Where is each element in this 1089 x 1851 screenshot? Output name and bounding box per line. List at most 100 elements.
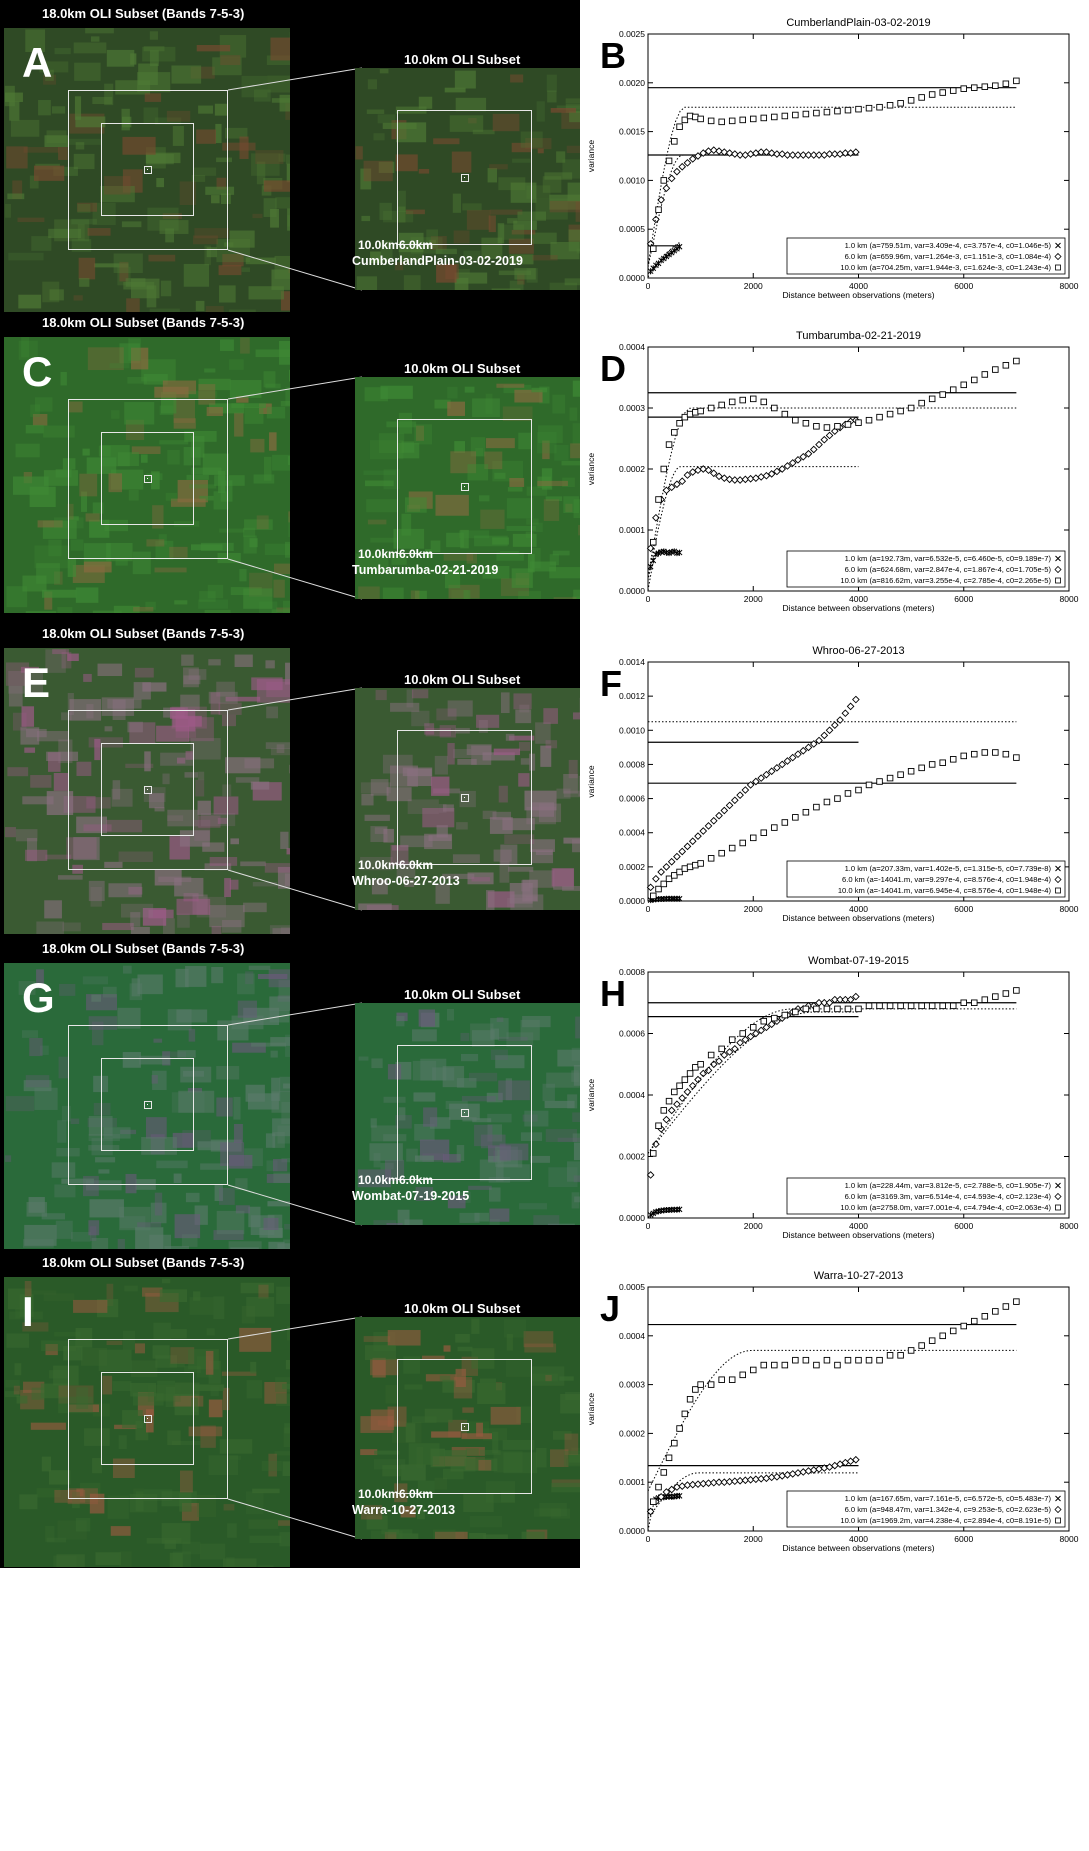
x-tick-label: 8000 [1060, 594, 1079, 604]
y-tick-label: 0.0005 [619, 224, 645, 234]
y-tick-label: 0.0004 [619, 828, 645, 838]
data-point-diamond [773, 764, 781, 772]
subset-box-6km [397, 110, 532, 245]
data-point-diamond [688, 1081, 697, 1090]
data-point-square [844, 106, 852, 114]
data-point-diamond [673, 1100, 681, 1109]
subset-texture [355, 68, 580, 290]
data-point-diamond [815, 736, 823, 745]
data-point-square [823, 798, 831, 806]
data-point-square [981, 83, 989, 90]
x-tick-label: 0 [646, 904, 651, 914]
data-point-square [665, 1454, 673, 1462]
data-point-square [1002, 362, 1010, 369]
data-point-square [686, 112, 694, 120]
y-axis-label: variance [586, 765, 596, 797]
data-point-square [971, 84, 978, 91]
data-point-square [692, 861, 699, 869]
x-tick-label: 2000 [744, 594, 763, 604]
data-point-square [918, 1342, 925, 1349]
data-point-square [939, 391, 946, 398]
model-fit-line [647, 106, 1017, 267]
data-point-square [1002, 1303, 1010, 1310]
data-point-square [792, 1008, 799, 1016]
data-point-square [865, 1002, 873, 1010]
data-point-diamond [794, 151, 802, 159]
data-point-square [865, 1356, 873, 1364]
data-point-square [834, 1005, 841, 1013]
data-point-diamond [804, 743, 813, 752]
data-point-diamond [836, 150, 844, 158]
data-point-square [697, 115, 704, 123]
data-point-diamond [852, 1455, 860, 1464]
box-10km [68, 710, 228, 870]
data-point-diamond [699, 465, 708, 473]
data-point-diamond [715, 472, 723, 481]
box-6km [101, 123, 194, 216]
data-point-square [707, 404, 715, 412]
data-point-square [739, 839, 746, 847]
data-point-square [855, 1356, 862, 1364]
data-point-diamond [836, 716, 844, 724]
x-tick-label: 8000 [1060, 1221, 1079, 1231]
data-point-square [844, 790, 852, 797]
legend-marker-diamond [1054, 1192, 1062, 1201]
subset-header: 18.0km OLI Subset (Bands 7-5-3) [42, 941, 245, 956]
data-point-diamond [688, 837, 697, 846]
subset-texture [357, 1008, 580, 1225]
data-point-square [813, 1005, 820, 1013]
legend-marker-diamond [1054, 565, 1062, 574]
data-point-square [949, 756, 957, 763]
data-point-square [739, 116, 746, 124]
legend-entry: 1.0 km (a=207.33m, var=1.402e-5, c=1.315… [845, 864, 1052, 873]
satellite-texture [4, 965, 290, 1249]
satellite-texture [6, 337, 290, 613]
data-point-square [681, 1076, 689, 1083]
data-point-square [802, 110, 810, 118]
data-point-diamond [662, 1488, 671, 1496]
label-10km: 10.0km [358, 1173, 399, 1187]
x-axis-label: Distance between observations (meters) [782, 1543, 934, 1553]
data-point-square [728, 844, 736, 852]
x-tick-label: 0 [646, 281, 651, 291]
data-point-square [834, 1361, 841, 1369]
data-point-square [949, 1002, 957, 1010]
data-point-square [992, 1308, 999, 1315]
data-point-diamond [683, 1088, 692, 1096]
data-point-diamond [673, 167, 681, 176]
data-point-diamond [767, 470, 776, 478]
center-marker [144, 166, 152, 174]
data-point-square [650, 245, 657, 252]
data-point-square [660, 1107, 668, 1114]
data-point-square [865, 416, 873, 424]
data-point-square [718, 1045, 725, 1053]
data-point-square [802, 419, 810, 427]
data-point-diamond [841, 149, 850, 157]
data-point-square [655, 1122, 662, 1129]
data-point-diamond [809, 740, 818, 748]
satellite-texture [4, 28, 290, 312]
data-point-square [823, 1005, 831, 1013]
label-6km: 6.0km [399, 547, 434, 561]
data-point-square [865, 104, 873, 112]
data-point-diamond [778, 760, 787, 769]
data-point-diamond [773, 467, 781, 476]
y-axis-label: variance [586, 1393, 596, 1425]
data-point-square [671, 872, 678, 879]
data-point-diamond [720, 806, 729, 815]
data-point-diamond [773, 150, 781, 158]
y-axis-label: variance [586, 453, 596, 485]
data-point-square [771, 113, 778, 121]
data-point-square [707, 1381, 715, 1388]
data-point-diamond [799, 452, 808, 461]
data-point-square [665, 1097, 673, 1105]
legend-entry: 1.0 km (a=228.44m, var=3.812e-5, c=2.788… [845, 1181, 1052, 1190]
data-point-diamond [799, 151, 808, 159]
subset-header: 18.0km OLI Subset (Bands 7-5-3) [42, 626, 245, 641]
data-point-diamond [646, 544, 655, 553]
x-tick-label: 2000 [744, 904, 763, 914]
data-point-square [749, 115, 757, 123]
legend-marker-asterisk [1055, 242, 1061, 249]
data-point-square [897, 1352, 904, 1359]
data-point-square [692, 1386, 699, 1393]
